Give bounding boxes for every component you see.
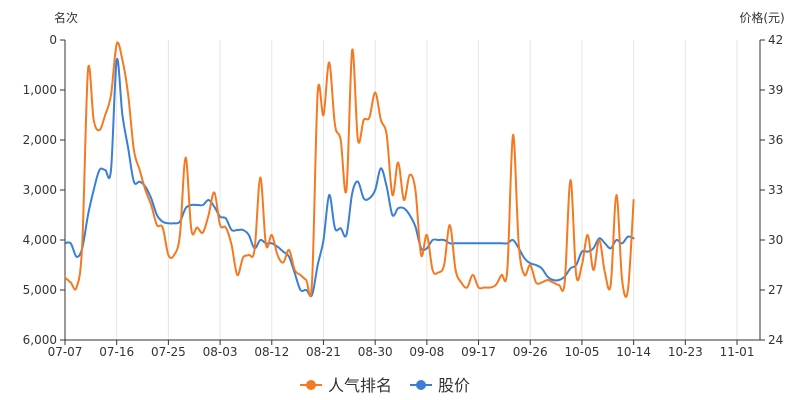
x-tick-label: 07-16 (99, 345, 134, 359)
y-right-tick-label: 36 (768, 133, 783, 147)
x-tick-label: 07-07 (48, 345, 83, 359)
x-tick-label: 07-25 (151, 345, 186, 359)
y-left-tick-label: 4,000 (23, 233, 57, 247)
y-axis-left-title: 名次 (54, 10, 78, 25)
x-tick-label: 09-08 (409, 345, 444, 359)
legend-dot-icon (416, 380, 426, 390)
y-axis-left-ticks: 0 1,000 2,000 3,000 4,000 5,000 6,000 (23, 33, 57, 347)
y-right-tick-label: 24 (768, 333, 783, 347)
legend-label: 人气排名 (328, 376, 392, 395)
y-left-tick-label: 3,000 (23, 183, 57, 197)
axes (60, 39, 765, 345)
legend-label: 股价 (438, 376, 470, 395)
x-tick-label: 08-12 (254, 345, 289, 359)
y-left-tick-label: 5,000 (23, 283, 57, 297)
y-left-tick-label: 0 (49, 33, 57, 47)
x-tick-label: 08-30 (358, 345, 393, 359)
x-tick-label: 09-26 (513, 345, 548, 359)
legend[interactable]: 人气排名 股价 (300, 376, 470, 395)
y-axis-right-ticks: 24 27 30 33 36 39 42 (768, 33, 783, 347)
series-layer (64, 41, 635, 298)
x-tick-label: 08-21 (306, 345, 341, 359)
y-right-tick-label: 27 (768, 283, 783, 297)
y-left-tick-label: 1,000 (23, 83, 57, 97)
x-tick-label: 11-01 (720, 345, 755, 359)
x-tick-label: 08-03 (203, 345, 238, 359)
y-right-tick-label: 39 (768, 83, 783, 97)
y-right-tick-label: 30 (768, 233, 783, 247)
y-left-tick-label: 6,000 (23, 333, 57, 347)
y-right-tick-label: 42 (768, 33, 783, 47)
x-tick-label: 10-14 (616, 345, 651, 359)
x-axis-ticks: 07-07 07-16 07-25 08-03 08-12 08-21 08-30 09-08… (48, 345, 755, 359)
series-line-price[interactable] (64, 57, 635, 298)
x-tick-label: 10-05 (565, 345, 600, 359)
legend-item-rank[interactable]: 人气排名 (300, 376, 392, 395)
x-tick-label: 09-17 (461, 345, 496, 359)
x-tick-label: 10-23 (668, 345, 703, 359)
y-left-tick-label: 2,000 (23, 133, 57, 147)
legend-dot-icon (306, 380, 316, 390)
y-axis-right-title: 价格(元) (739, 10, 784, 25)
legend-item-price[interactable]: 股价 (410, 376, 470, 395)
grid-lines (64, 40, 738, 340)
series-line-rank[interactable] (64, 41, 635, 298)
y-right-tick-label: 33 (768, 183, 783, 197)
